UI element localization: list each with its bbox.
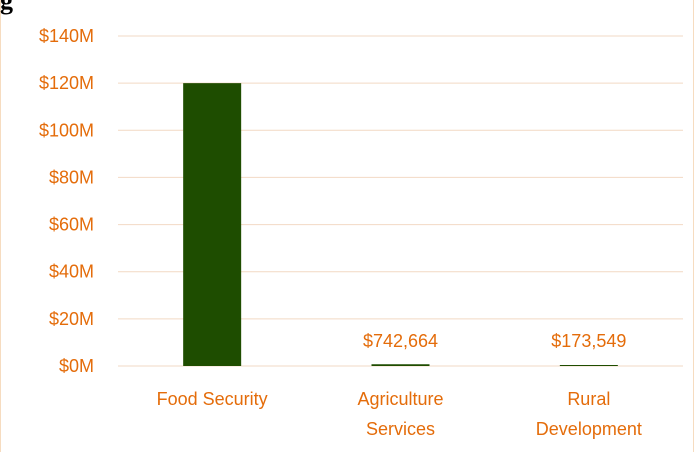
x-axis-category-labels: Food Security Agriculture Services Rural Dev…	[157, 389, 642, 439]
category-label: Agriculture Services	[357, 389, 443, 439]
y-tick-label: $140M	[39, 26, 94, 46]
y-axis-tick-labels: $0M $20M $40M $60M $80M $100M $120M $140M	[39, 26, 94, 376]
y-tick-label: $0M	[59, 356, 94, 376]
bar	[559, 365, 618, 366]
data-label: $173,549	[551, 331, 626, 351]
heading-fragment: g	[0, 0, 13, 15]
y-tick-label: $100M	[39, 120, 94, 140]
bar	[183, 83, 242, 367]
y-tick-label: $60M	[49, 215, 94, 235]
y-tick-label: $120M	[39, 73, 94, 93]
y-tick-label: $20M	[49, 309, 94, 329]
bars	[183, 83, 618, 367]
y-tick-label: $80M	[49, 167, 94, 187]
bar	[371, 364, 430, 366]
y-tick-label: $40M	[49, 262, 94, 282]
category-label: Rural Development	[536, 389, 642, 439]
data-label: $742,664	[363, 331, 438, 351]
data-labels: $742,664 $173,549	[363, 331, 626, 351]
category-label: Food Security	[157, 389, 268, 409]
